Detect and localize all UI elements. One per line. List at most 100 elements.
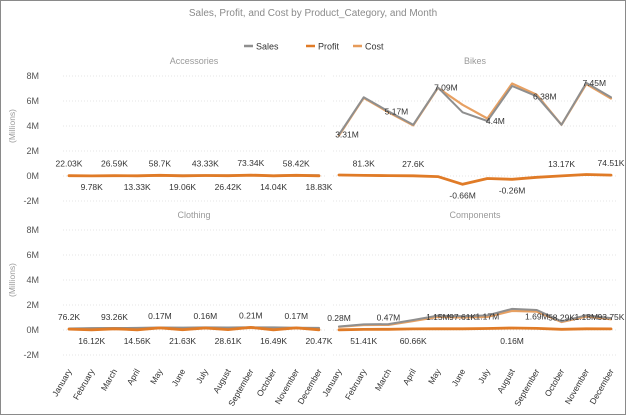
panel-title: Clothing [177,210,210,220]
data-label: 76.2K [58,312,81,322]
data-label: 28.61K [215,336,242,346]
data-label: 73.34K [237,158,264,168]
data-label: 16.12K [78,336,105,346]
data-label: 93.75K [598,312,625,322]
data-label: 22.03K [56,159,83,169]
x-tick-label-august: August [495,366,517,394]
legend-label-sales: Sales [256,42,279,52]
y-tick-label: 8M [26,225,39,235]
data-label: 74.51K [598,158,625,168]
data-label: 0.28M [327,313,351,323]
x-tick-label-october: October [542,367,566,398]
data-label: 0.47M [377,312,401,322]
data-label: 26.59K [101,159,128,169]
x-tick-label-march: March [373,367,394,393]
panels: Accessories 8M 6M 4M 2M 0M -2M (Millions) 22.03K… [7,56,625,408]
x-tick-label-may: May [426,366,443,386]
data-label: 14.04K [260,182,287,192]
data-label: 0.17M [284,311,308,321]
data-label: 1.18M [574,312,598,322]
y-axis-label: (Millions) [7,263,17,297]
data-label: 58.7K [149,158,172,168]
data-label: 3.31M [335,130,359,140]
data-label: 16.49K [260,336,287,346]
x-tick-label-october: October [254,367,278,398]
y-tick-label: 8M [26,71,39,81]
y-tick-label: 4M [26,121,39,131]
x-tick-label-april: April [401,367,418,387]
x-tick-label-january: January [320,366,344,398]
y-tick-label: 4M [26,275,39,285]
data-label: 0.16M [500,336,524,346]
data-label: 21.63K [169,336,196,346]
y-tick-label: 0M [26,325,39,335]
y-tick-label: -2M [24,196,40,206]
series-line-sales [339,83,611,135]
panel-clothing: Clothing 8M 6M 4M 2M 0M -2M (Millions) 76.2K 93.2… [7,210,333,408]
x-tick-label-july: July [476,366,493,385]
data-label: 93.26K [101,312,128,322]
panel-bikes: Bikes 81.3K 27.6K 13.17K 74.51K -0.66M -0.26M 3… [333,56,625,201]
y-axis-label: (Millions) [7,109,17,143]
data-label: 20.47K [306,336,333,346]
data-label: 6.38M [533,91,557,101]
x-tick-label-february: February [343,366,369,401]
series-line-profit [339,328,611,330]
x-tick-label-march: March [99,367,120,393]
data-label: -0.66M [449,190,475,200]
data-label: 13.17K [548,159,575,169]
data-label: 60.66K [400,336,427,346]
data-label: 7.09M [434,82,458,92]
x-tick-label-june: June [449,367,467,388]
data-label: 43.33K [192,158,219,168]
x-tick-label-january: January [50,366,74,398]
data-label: 0.21M [239,310,263,320]
series-line-profit [69,327,319,329]
data-label: 97.61K [449,312,476,322]
data-label: 5.17M [385,106,409,116]
data-label: 13.33K [124,182,151,192]
data-label: 9.78K [81,182,104,192]
x-tick-label-august: August [211,366,233,394]
data-label: 27.6K [402,159,425,169]
y-tick-label: 0M [26,171,39,181]
panel-title: Accessories [170,56,219,66]
legend-label-profit: Profit [318,42,340,52]
panel-title: Bikes [464,56,487,66]
legend-label-cost: Cost [365,42,384,52]
data-label: 14.56K [124,336,151,346]
data-label: 0.16M [194,311,218,321]
x-tick-label-december: December [587,367,615,406]
y-tick-label: -2M [24,350,40,360]
legend: Sales Profit Cost [244,42,384,52]
data-label: 51.41K [350,336,377,346]
data-label: 19.06K [169,182,196,192]
data-label: 81.3K [353,158,376,168]
panel-accessories: Accessories 8M 6M 4M 2M 0M -2M (Millions) 22.03K… [7,56,333,206]
y-tick-label: 2M [26,146,39,156]
chart-title: Sales, Profit, and Cost by Product_Categ… [189,8,437,19]
y-tick-label: 6M [26,96,39,106]
data-label: 58.29K [548,312,575,322]
data-label: 1.15M [426,312,450,322]
data-label: 18.83K [306,182,333,192]
x-tick-label-july: July [194,366,211,385]
data-label: 4.4M [486,116,505,126]
data-label: 1.69M [525,311,549,321]
y-tick-label: 2M [26,300,39,310]
panel-title: Components [449,210,501,220]
data-label: 26.42K [215,182,242,192]
x-tick-label-april: April [125,367,142,387]
data-label: 7.45M [582,78,606,88]
x-tick-label-february: February [71,366,97,401]
data-label: -0.26M [499,185,525,195]
x-tick-label-june: June [169,367,187,388]
y-tick-label: 6M [26,250,39,260]
x-tick-label-september: September [512,367,542,408]
data-label: 1.17M [476,312,500,322]
series-line-profit [69,175,319,176]
x-tick-label-may: May [148,366,165,386]
